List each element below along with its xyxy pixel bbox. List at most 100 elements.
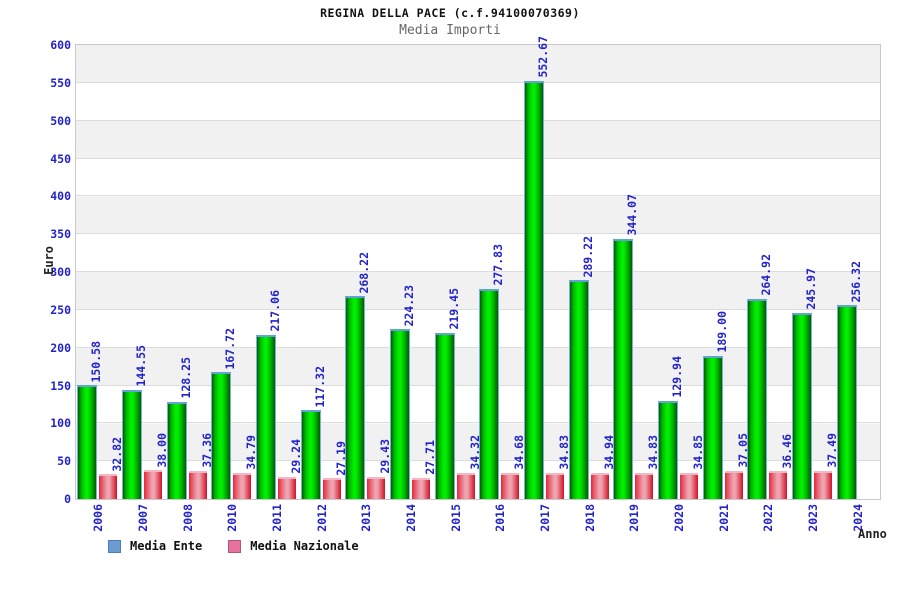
bar-media-ente <box>836 305 857 499</box>
bar-group: 144.55 38.00 <box>121 45 169 499</box>
bar-value-label: 245.97 <box>803 268 818 310</box>
x-tick-label: 2018 <box>582 504 597 532</box>
bar-media-ente <box>702 356 723 499</box>
bar-group: 217.06 29.24 <box>255 45 303 499</box>
bar-group: 167.72 34.79 <box>210 45 258 499</box>
bar-media-ente <box>255 334 276 499</box>
bar-value-label: 129.94 <box>669 356 684 398</box>
x-tick-label: 2019 <box>627 504 642 532</box>
y-tick-label: 0 <box>64 492 71 506</box>
x-tick-label: 2013 <box>359 504 374 532</box>
bar-media-nazionale <box>813 470 832 499</box>
bar-group: 219.45 34.32 <box>433 45 482 499</box>
bar-value-label: 264.92 <box>759 254 774 296</box>
bar-value-label: 117.32 <box>312 365 327 408</box>
gridline <box>76 308 880 310</box>
x-tick-label: 2008 <box>180 504 195 532</box>
legend: Media Ente Media Nazionale <box>108 539 359 553</box>
bar-group: 245.97 37.49 <box>791 45 839 499</box>
bar-value-label: 289.22 <box>580 235 595 278</box>
y-tick-label: 200 <box>50 340 71 355</box>
bar-media-nazionale <box>456 473 475 499</box>
bar-media-nazionale <box>277 476 296 499</box>
x-tick-label: 2022 <box>761 504 776 532</box>
bar-group: 264.92 36.46 <box>746 45 794 499</box>
bar-value-label: 552.67 <box>535 36 550 78</box>
bar-value-label: 268.22 <box>357 251 372 294</box>
bar-media-nazionale <box>367 476 386 499</box>
y-tick-label: 350 <box>50 227 71 242</box>
bar-media-ente <box>121 389 142 499</box>
bar-media-ente <box>434 332 455 499</box>
x-tick-label: 2010 <box>225 504 240 532</box>
bar-media-ente <box>211 372 232 499</box>
bar-value-label: 256.32 <box>848 260 863 303</box>
bar-media-nazionale <box>501 472 520 499</box>
bar-media-ente <box>300 410 321 499</box>
bar-value-label: 219.45 <box>446 288 461 330</box>
gridline <box>76 384 880 386</box>
bar-media-nazionale <box>724 470 743 499</box>
y-tick-label: 150 <box>50 378 71 393</box>
bar-media-nazionale <box>233 472 252 499</box>
bar-media-nazionale <box>635 472 654 499</box>
y-tick-label: 250 <box>50 302 71 317</box>
bar-value-label: 150.58 <box>89 340 104 383</box>
bar-group: 344.07 34.83 <box>612 45 660 499</box>
y-tick-label: 50 <box>57 454 71 469</box>
bar-media-nazionale <box>99 474 118 499</box>
bar-group: 289.22 34.94 <box>567 45 616 499</box>
legend-label: Media Nazionale <box>250 539 359 553</box>
bar-media-ente <box>345 296 366 499</box>
y-tick-label: 400 <box>50 189 71 204</box>
chart-subtitle: Media Importi <box>399 23 501 38</box>
bar-group: 128.25 37.36 <box>165 45 214 499</box>
y-tick-label: 300 <box>50 265 71 279</box>
bar-media-ente <box>389 329 410 499</box>
bar-media-ente <box>791 312 812 499</box>
x-tick-label: 2021 <box>716 504 731 532</box>
bar-media-ente <box>523 80 544 499</box>
chart-title: REGINA DELLA PACE (c.f.94100070369) <box>320 6 580 20</box>
gridline <box>76 81 880 83</box>
legend-item: Media Ente <box>108 539 202 553</box>
bar-media-ente <box>166 401 187 499</box>
bar-media-ente <box>613 238 634 499</box>
y-tick-label: 100 <box>50 416 71 431</box>
bar-group: 277.83 34.68 <box>478 45 526 499</box>
bar-media-ente <box>479 288 500 499</box>
x-tick-label: 2012 <box>314 504 329 532</box>
legend-swatch-media-nazionale <box>228 539 242 553</box>
gridline <box>76 157 880 159</box>
legend-swatch-media-ente <box>108 539 121 553</box>
bar-media-nazionale <box>545 472 564 499</box>
bar-group: 150.58 32.82 <box>76 45 124 499</box>
bar-value-label: 167.72 <box>223 327 238 370</box>
x-tick-label: 2020 <box>672 504 686 532</box>
bar-value-label: 344.07 <box>625 194 640 236</box>
legend-label: Media Ente <box>130 539 203 553</box>
legend-item: Media Nazionale <box>228 539 359 553</box>
bar-media-nazionale <box>590 472 609 499</box>
gridline <box>76 460 880 462</box>
x-tick-label: 2006 <box>91 504 106 532</box>
x-tick-label: 2015 <box>448 504 463 532</box>
bar-media-nazionale <box>769 471 788 499</box>
bar-group: 129.94 34.85 <box>657 45 705 499</box>
bar-media-nazionale <box>188 470 207 499</box>
gridline <box>76 346 880 348</box>
y-tick-label: 600 <box>50 38 71 52</box>
bar-group: 189.00 37.05 <box>701 45 750 499</box>
bar-group: 268.22 29.43 <box>344 45 392 499</box>
x-tick-label: 2007 <box>136 504 150 532</box>
bar-media-ente <box>657 400 678 499</box>
bar-value-label: 277.83 <box>491 244 506 286</box>
gridline <box>76 119 880 121</box>
x-tick-label: 2014 <box>404 504 418 532</box>
bar-media-ente <box>568 280 589 499</box>
x-axis-title: Anno <box>858 527 887 541</box>
plot-area: 150.58 32.82 144.55 38.00 128.25 37.36 167.72 3… <box>75 36 881 500</box>
y-axis-ticks: 0 50 100 150 200 250 300 350 400 450 500 550 600 <box>0 38 71 506</box>
y-tick-label: 500 <box>50 113 71 128</box>
